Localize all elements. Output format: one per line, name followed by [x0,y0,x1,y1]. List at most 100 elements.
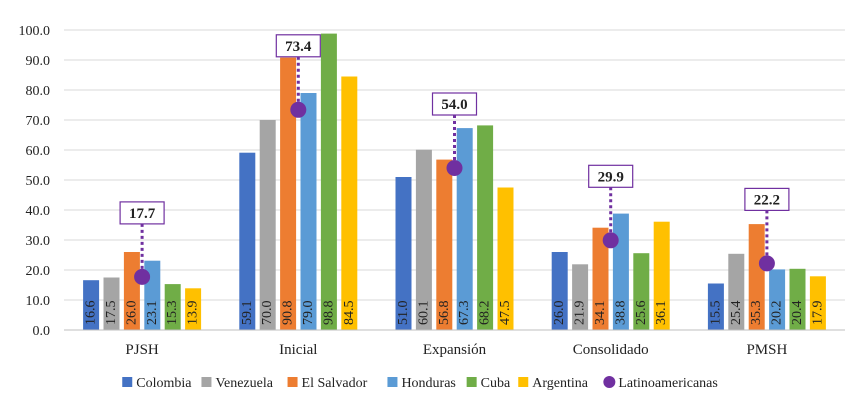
bar-value-label: 60.1 [416,301,431,326]
bar-venezuela-pjsh [103,277,120,330]
bar-argentina-consolidado [653,221,670,330]
category-label-expansion: Expansión [423,342,487,358]
marker-callout-box [744,187,790,211]
marker-value-label: 73.4 [285,39,312,55]
y-tick-label: 100.0 [19,24,51,39]
latinoamericanas-point-inicial [290,101,307,118]
bar-el-salvador-inicial [280,57,297,330]
bar-argentina-inicial [341,76,358,330]
bar-value-label: 17.9 [810,301,825,326]
bar-value-label: 25.4 [729,301,744,326]
bar-value-label: 47.5 [498,301,513,326]
bar-value-label: 56.8 [437,301,452,326]
category-label-inicial: Inicial [279,342,317,358]
bar-data-labels: 16.6 17.5 26.0 23.1 15.3 13.9 59.1 70.0 90.8 79.0… [84,301,826,326]
latinoamericanas-point-pmsh [758,255,775,272]
y-tick-label: 70.0 [26,114,51,129]
latinoamericanas-point-consolidado [602,232,619,249]
legend-swatch [122,377,133,387]
bar-venezuela-pmsh [728,253,745,330]
legend-swatch [387,377,398,387]
bar-el-salvador-pjsh [123,252,140,330]
bar-venezuela-expansion [415,149,432,330]
bar-value-label: 15.5 [708,301,723,326]
bar-value-label: 34.1 [593,301,608,326]
bar-venezuela-consolidado [572,264,589,330]
y-tick-label: 50.0 [26,174,51,189]
y-tick-label: 30.0 [26,234,51,249]
category-label-pmsh: PMSH [746,342,787,358]
y-tick-label: 60.0 [26,144,51,159]
legend: Colombia Venezuela El Salvador Honduras Cuba… [122,376,718,391]
bar-value-label: 15.3 [165,301,180,326]
latinoamericanas-point-expansion [446,160,463,176]
y-tick-label: 20.0 [26,264,51,279]
bar-value-label: 23.1 [145,301,160,326]
bar-honduras-inicial [300,93,317,330]
legend-swatch [201,377,212,387]
marker-value-label: 22.2 [754,192,780,208]
y-tick-label: 10.0 [26,294,51,309]
bar-value-label: 21.9 [573,301,588,326]
legend-label: Venezuela [215,376,273,391]
bar-cuba-consolidado [633,253,650,330]
legend-marker [603,376,616,388]
bar-colombia-consolidado [551,252,568,330]
bar-value-label: 26.0 [552,301,567,326]
bar-value-label: 90.8 [281,301,296,326]
category-label-pjsh: PJSH [125,342,159,358]
marker-value-label: 17.7 [129,206,156,222]
legend-item-colombia: Colombia [122,376,192,391]
bar-value-label: 59.1 [240,301,255,326]
bar-cuba-expansion [477,125,494,331]
legend-item-honduras: Honduras [387,376,456,391]
bar-value-label: 38.8 [613,301,628,326]
bar-argentina-pjsh [185,288,202,330]
y-tick-label: 90.0 [26,54,51,69]
legend-item-argentina: Argentina [518,376,589,391]
bar-value-label: 36.1 [654,301,669,326]
latinoamericanas-markers: 17.7 73.4 54.0 29.9 22.2 [119,34,790,285]
bar-value-label: 20.2 [770,301,785,326]
bar-el-salvador-pmsh [748,224,765,330]
legend-label: Cuba [481,376,511,391]
legend-item-cuba: Cuba [466,376,511,391]
y-tick-label: 80.0 [26,84,51,99]
bar-value-label: 98.8 [321,301,336,326]
bar-value-label: 70.0 [260,301,275,326]
category-label-consolidado: Consolidado [573,342,649,358]
bar-value-label: 13.9 [186,301,201,326]
gridlines [64,29,845,301]
y-axis: 0.0 10.0 20.0 30.0 40.0 50.0 60.0 70.0 80.0 90.0 1… [19,24,51,339]
legend-swatch [518,377,529,387]
bar-value-label: 35.3 [749,301,764,326]
bar-honduras-expansion [456,128,473,330]
bar-value-label: 67.3 [457,301,472,326]
bar-value-label: 26.0 [124,301,139,326]
bar-value-label: 84.5 [342,301,357,326]
bar-value-label: 20.4 [790,301,805,326]
bar-argentina-expansion [497,187,514,330]
legend-label: Colombia [136,376,192,391]
bar-el-salvador-consolidado [592,227,609,330]
bar-honduras-pmsh [769,269,786,330]
latinoamericanas-point-pjsh [134,268,151,285]
y-tick-label: 0.0 [33,324,51,339]
legend-label: El Salvador [302,376,368,391]
bar-colombia-inicial [239,152,256,330]
bar-el-salvador-expansion [436,159,453,330]
bar-cuba-inicial [320,33,337,330]
bar-value-label: 16.6 [84,301,99,326]
marker-callout-box [275,34,321,58]
x-axis: PJSH Inicial Expansión Consolidado PMSH [64,329,845,358]
bar-colombia-pjsh [83,280,100,330]
legend-item-latinoamericanas: Latinoamericanas [603,376,718,391]
bar-value-label: 51.0 [396,301,411,326]
marker-callout-box [119,201,165,225]
bar-venezuela-inicial [259,120,276,330]
bar-argentina-pmsh [809,276,826,330]
bar-value-label: 68.2 [478,301,493,326]
marker-callout-box [588,164,634,188]
